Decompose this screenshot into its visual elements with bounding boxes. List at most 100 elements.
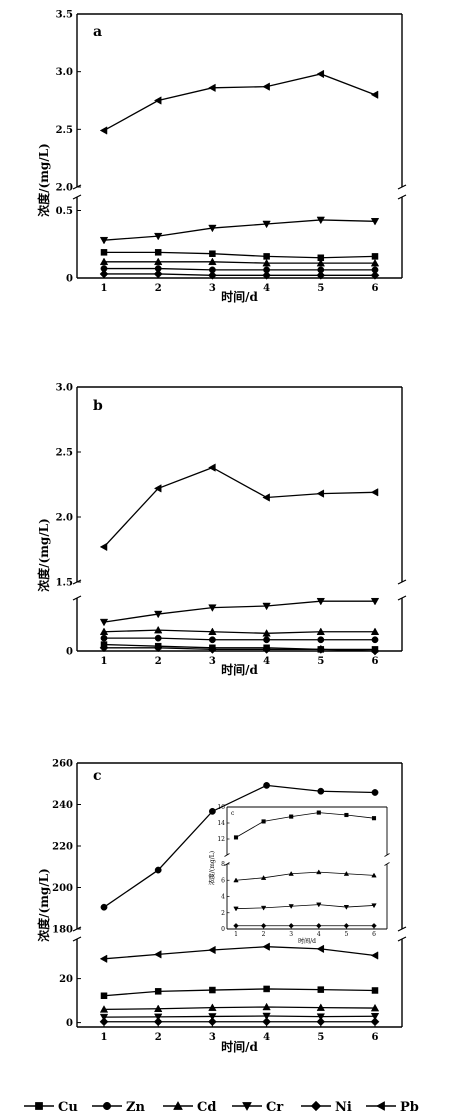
data-point-zn (100, 903, 108, 911)
data-point-zn (100, 634, 108, 642)
series-cd (99, 1002, 380, 1013)
data-point-cr (208, 604, 217, 612)
data-point-cr (262, 220, 271, 229)
x-tick-label: 6 (372, 656, 379, 667)
data-point-cr (154, 232, 163, 241)
inset-y-tick-label: 4 (221, 894, 225, 901)
inset-x-tick-label: 4 (317, 931, 321, 938)
inset-y-tick-label: 14 (217, 820, 225, 827)
data-point-cr (262, 1012, 271, 1021)
data-point-ni (370, 646, 380, 656)
data-point-zn (154, 866, 162, 874)
inset-x-tick-label: 1 (234, 931, 238, 938)
data-point-pb (262, 493, 270, 502)
inset-background (227, 807, 387, 929)
y-tick-label: 0 (66, 274, 73, 285)
legend-label: Cr (266, 1100, 283, 1115)
data-point-cr (154, 610, 163, 619)
x-tick-label: 4 (263, 1032, 270, 1043)
inset-break-mark (224, 853, 230, 857)
legend-marker-cr (242, 1102, 252, 1112)
inset-data-point-ni (233, 922, 239, 929)
inset-data-point-ni (316, 922, 322, 929)
data-point-pb (370, 488, 379, 497)
data-point-cd (370, 258, 380, 267)
series-line-ni (104, 647, 376, 652)
data-point-ni (153, 1017, 163, 1027)
data-point-cd (316, 627, 325, 635)
data-point-pb (262, 942, 270, 951)
data-point-ni (370, 1017, 380, 1027)
y-tick-label: 2.5 (56, 448, 73, 459)
data-point-cu (100, 992, 108, 1000)
data-point-ni (262, 644, 272, 654)
inset-x-tick-label: 6 (372, 931, 376, 938)
y-tick-label: 180 (52, 925, 73, 936)
data-point-cd (208, 257, 217, 266)
legend-item-cd: Cd (163, 1100, 216, 1115)
series-zn (100, 782, 379, 911)
data-point-pb (99, 542, 108, 552)
inset-break-mark (384, 862, 390, 866)
inset-x-axis-label: 时间/d (298, 937, 316, 945)
series-cr (99, 1012, 380, 1022)
y-tick-label: 2.0 (56, 183, 73, 194)
data-point-zn (371, 789, 379, 796)
chart-panel-b: 1 2 3 4 5 6 0 1.5 2.0 2.5 3.0 b 时间/d 浓度/(mg/L) (36, 383, 407, 677)
inset-data-point-cr (288, 904, 294, 910)
axis-break-mark (397, 595, 407, 601)
inset-x-tick-label: 2 (262, 931, 266, 938)
data-point-ni (316, 644, 326, 654)
data-point-ni (207, 270, 217, 280)
data-point-ni (153, 269, 163, 279)
x-tick-label: 6 (372, 283, 379, 294)
inset-series-ni (233, 922, 377, 929)
data-point-ni (207, 1017, 217, 1027)
inset-data-point-cd (233, 877, 239, 883)
data-point-cr (370, 597, 380, 606)
panel-label: b (93, 398, 103, 414)
data-point-pb (370, 951, 379, 960)
data-point-cd (262, 258, 271, 267)
legend-item-ni: Ni (301, 1100, 352, 1115)
data-point-cd (154, 257, 163, 266)
data-point-cu (100, 249, 108, 256)
series-line-cu (103, 643, 375, 651)
inset-data-point-cd (343, 870, 350, 876)
data-point-pb (316, 944, 325, 954)
inset-series-cd (233, 869, 377, 883)
data-point-pb (208, 83, 216, 92)
axis-break-mark (397, 936, 407, 942)
axis-break-mark (397, 926, 407, 932)
legend-marker-ni (310, 1100, 322, 1112)
data-point-cd (99, 257, 109, 266)
inset-series-cu (233, 810, 377, 840)
data-point-pb (99, 954, 108, 963)
data-point-cr (208, 1013, 217, 1021)
data-point-cu (263, 985, 270, 993)
y-tick-label: 0 (66, 1018, 73, 1029)
data-point-ni (99, 1017, 109, 1027)
data-point-cr (370, 218, 380, 226)
x-tick-label: 4 (263, 283, 270, 294)
data-point-cd (99, 1005, 109, 1013)
inset-data-point-ni (260, 922, 267, 929)
inset-series-cr (233, 902, 377, 912)
series-cd (99, 257, 380, 267)
data-point-zn (209, 636, 216, 644)
series-line-cr (103, 600, 375, 623)
x-tick-label: 5 (317, 656, 324, 667)
data-point-cd (99, 627, 109, 635)
series-line-pb (103, 946, 376, 960)
data-point-cd (370, 627, 380, 635)
series-pb (99, 463, 379, 552)
series-pb (99, 69, 379, 135)
panel-label: a (93, 24, 102, 40)
series-ni (99, 269, 380, 280)
inset-data-point-cr (233, 906, 239, 912)
legend-label: Cd (197, 1100, 216, 1115)
data-point-cu (371, 987, 379, 994)
